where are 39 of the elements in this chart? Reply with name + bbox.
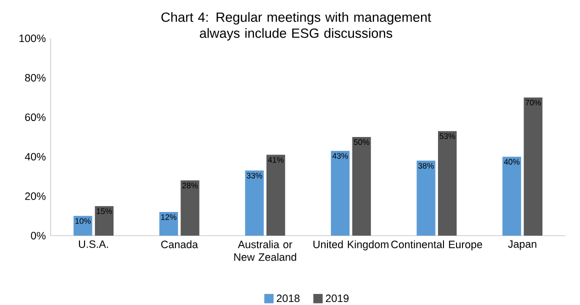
bar bbox=[94, 206, 114, 236]
y-tick-label: 60% bbox=[25, 113, 46, 122]
bar bbox=[438, 131, 457, 236]
y-tick-label: 80% bbox=[25, 74, 46, 82]
y-tick-label: 0% bbox=[30, 232, 46, 240]
bar bbox=[502, 156, 522, 236]
x-tick-label: Australia or New Zealand bbox=[234, 240, 296, 261]
data-label: 15% bbox=[96, 208, 112, 214]
x-tick-label: United Kingdom bbox=[313, 240, 388, 250]
y-tick-label: 40% bbox=[24, 152, 46, 161]
x-tick-label: Japan bbox=[508, 240, 536, 250]
bar bbox=[416, 160, 436, 236]
data-label: 41% bbox=[268, 157, 284, 163]
y-tick-label: 20% bbox=[25, 192, 46, 200]
bar bbox=[74, 216, 92, 236]
bar bbox=[266, 154, 286, 236]
data-label: 12% bbox=[161, 214, 176, 220]
x-tick-label: Continental Europe bbox=[391, 240, 482, 250]
data-label: 40% bbox=[504, 159, 520, 165]
data-label: 10% bbox=[75, 218, 91, 224]
legend-label: 2018 bbox=[276, 294, 300, 302]
data-label: 53% bbox=[440, 133, 456, 140]
x-tick-label: U.S.A. bbox=[78, 240, 108, 248]
y-tick-label: 100% bbox=[20, 34, 46, 42]
x-tick-label: Canada bbox=[161, 240, 198, 248]
bar bbox=[524, 98, 542, 236]
chart-title: Chart 4: Regular meetings with management always include ESG discussions bbox=[161, 12, 432, 41]
data-label: 70% bbox=[526, 100, 541, 106]
bar bbox=[180, 180, 200, 236]
bar bbox=[352, 137, 371, 236]
data-label: 33% bbox=[246, 172, 262, 178]
bar bbox=[159, 212, 178, 236]
bar bbox=[245, 170, 264, 236]
data-label: 28% bbox=[182, 182, 198, 188]
data-label: 38% bbox=[418, 162, 434, 169]
data-label: 43% bbox=[332, 153, 348, 159]
bar bbox=[330, 150, 350, 236]
data-label: 50% bbox=[354, 139, 370, 145]
legend-label: 2019 bbox=[326, 294, 349, 302]
